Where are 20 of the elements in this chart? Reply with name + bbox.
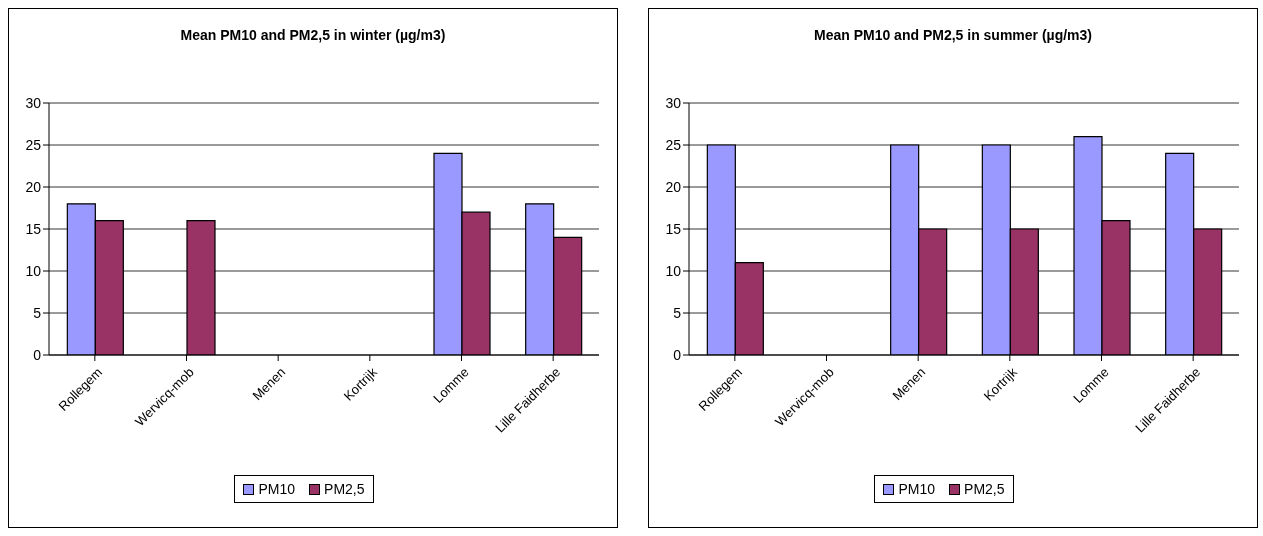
chart-title: Mean PM10 and PM2,5 in summer (µg/m3) <box>813 27 1093 43</box>
y-tick-label: 5 <box>673 304 682 321</box>
y-tick-label: 25 <box>665 136 682 153</box>
y-tick-label: 30 <box>25 94 42 111</box>
y-tick-label: 10 <box>25 262 42 279</box>
chart-title: Mean PM10 and PM2,5 in winter (µg/m3) <box>179 27 447 43</box>
y-tick-label: 15 <box>25 220 42 237</box>
y-tick-label: 0 <box>33 346 42 363</box>
y-tick-label: 5 <box>33 304 42 321</box>
y-tick-label: 25 <box>25 136 42 153</box>
y-tick-label: 30 <box>665 94 682 111</box>
legend-label: PM2,5 <box>323 481 365 497</box>
legend-label: PM10 <box>897 481 936 497</box>
legend-label: PM2,5 <box>963 481 1005 497</box>
y-tick-label: 20 <box>25 178 42 195</box>
y-tick-label: 15 <box>665 220 682 237</box>
y-tick-label: 10 <box>665 262 682 279</box>
y-tick-label: 20 <box>665 178 682 195</box>
y-tick-label: 0 <box>673 346 682 363</box>
legend-label: PM10 <box>257 481 296 497</box>
